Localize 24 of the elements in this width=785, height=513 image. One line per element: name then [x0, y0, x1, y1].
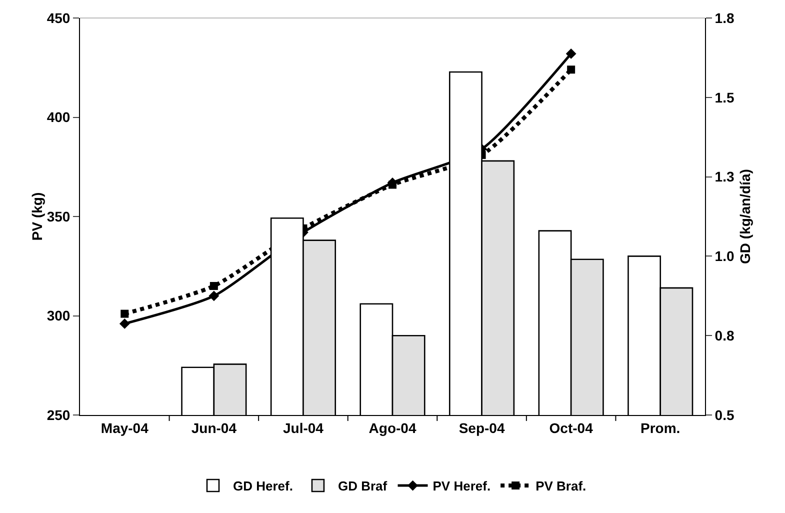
- x-tick-label: Ago-04: [368, 420, 416, 436]
- legend-label: GD Braf: [338, 478, 388, 494]
- x-tick-label: May-04: [100, 420, 149, 436]
- x-tick-label: Sep-04: [458, 420, 505, 436]
- legend-label: PV Heref.: [432, 478, 491, 494]
- y2-axis-title: GD (kg/an/día): [737, 169, 753, 264]
- y2-tick-label: 0.8: [714, 328, 734, 344]
- x-tick-label: Prom.: [640, 420, 680, 436]
- x-tick-label: Jul-04: [282, 420, 324, 436]
- y-tick-label: 250: [46, 406, 70, 423]
- y-tick-label: 300: [46, 308, 70, 324]
- x-tick-label: Oct-04: [549, 420, 594, 436]
- legend-label: GD Heref.: [233, 478, 293, 494]
- x-tick-label: Jun-04: [191, 420, 237, 436]
- y2-tick-label: 1.5: [714, 89, 734, 106]
- y-tick-label: 350: [46, 208, 70, 224]
- y-tick-label: 400: [46, 109, 70, 126]
- y-tick-label: 450: [46, 10, 70, 26]
- y-axis-title: PV (kg): [28, 192, 45, 241]
- y2-tick-label: 0.5: [714, 406, 734, 423]
- y2-tick-label: 1.8: [714, 10, 734, 26]
- legend-label: PV Braf.: [536, 478, 586, 494]
- y2-tick-label: 1.0: [714, 248, 734, 264]
- y2-tick-label: 1.3: [714, 168, 734, 185]
